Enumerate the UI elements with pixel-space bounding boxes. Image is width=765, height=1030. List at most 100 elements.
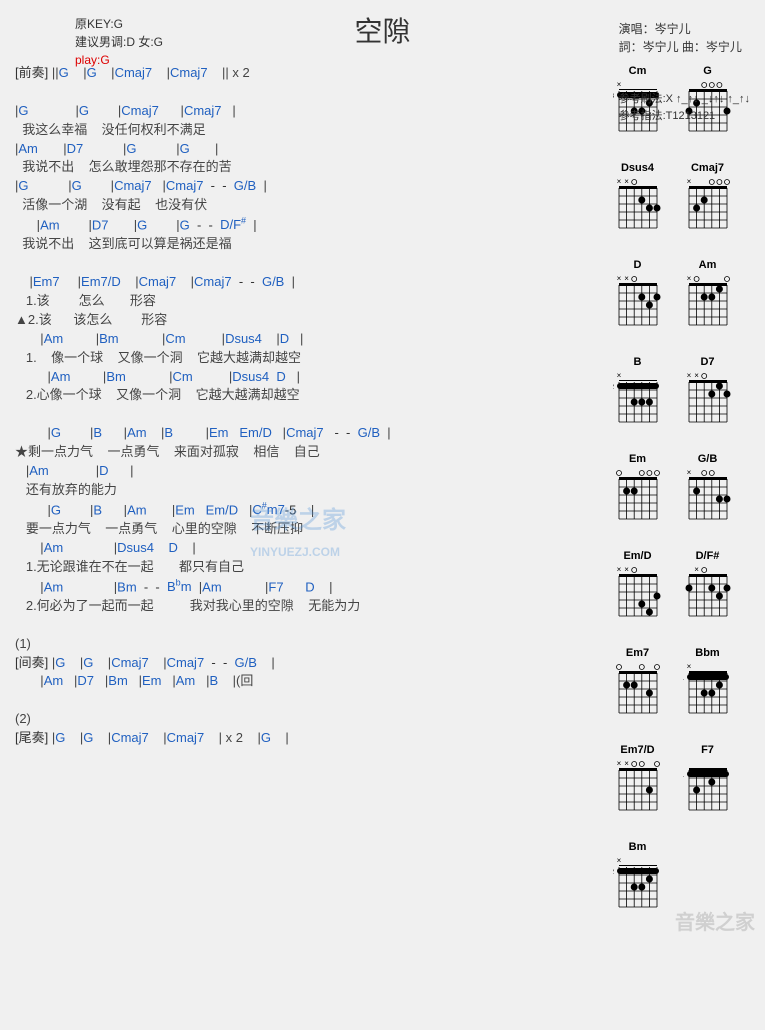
svg-text:×: × <box>624 759 629 768</box>
chord-diagram-name: B <box>610 356 665 368</box>
svg-text:×: × <box>686 371 691 380</box>
chord-diagram-name: F7 <box>680 744 735 756</box>
chord-diagram: B 2× <box>610 356 665 435</box>
chord-diagram: D×× <box>610 259 665 338</box>
chord-line: |G |G |Cmaj7 |Cmaj7 | <box>15 103 605 120</box>
chord-diagram-name: Dsus4 <box>610 162 665 174</box>
finger-pattern: 参考指法:T1213121 <box>619 108 750 125</box>
lyric-line: 我说不出 怎么敢埋怨那不存在的苦 <box>15 159 605 176</box>
svg-text:×: × <box>686 662 691 671</box>
chord-line: |Am |D7 |G |G - - D/F# | <box>15 216 605 234</box>
fretboard-svg: × <box>683 176 733 236</box>
spacer <box>15 692 605 709</box>
fretboard-svg: ×× <box>613 758 663 818</box>
lyric-line: (1) <box>15 636 605 653</box>
lyric-line: 2.何必为了一起而一起 我对我心里的空隙 无能为力 <box>15 598 605 615</box>
svg-text:×: × <box>694 565 699 574</box>
svg-text:3: 3 <box>613 93 614 100</box>
fretboard-svg: ×× <box>613 564 663 624</box>
chord-diagram-name: Em7/D <box>610 744 665 756</box>
tab-area: [前奏] ||G |G |Cmaj7 |Cmaj7 || x 2 |G |G |… <box>15 65 605 930</box>
chord-diagram: Dsus4×× <box>610 162 665 241</box>
chord-line: |Am |Bm |Cm |Dsus4 D | <box>15 369 605 386</box>
chord-line: |G |B |Am |Em Em/D |C#m7-5 | <box>15 501 605 519</box>
lyric-line: 我说不出 这到底可以算是祸还是福 <box>15 236 605 253</box>
svg-text:×: × <box>624 274 629 283</box>
meta-right: 演唱：岑宁儿 詞：岑宁儿 曲：岑宁儿 参考刷法:X ↑_↑↓ _↓↑↓ ↑_↑↓… <box>619 20 750 124</box>
chord-diagram: Am× <box>680 259 735 338</box>
fretboard-svg: × <box>683 467 733 527</box>
fretboard-svg: 2× <box>613 370 663 430</box>
spacer <box>15 255 605 272</box>
chord-diagrams: Cm3×GDsus4××Cmaj7×D××Am×B2×D7××EmG/B×Em/… <box>605 65 750 930</box>
fretboard-svg: 1 <box>683 758 733 818</box>
chord-diagram: Bbm 1× <box>680 647 735 726</box>
lyric-line: 1. 像一个球 又像一个洞 它越大越满却越空 <box>15 350 605 367</box>
content: [前奏] ||G |G |Cmaj7 |Cmaj7 || x 2 |G |G |… <box>15 65 750 930</box>
chord-diagram-name: Bm <box>610 841 665 853</box>
header: 原KEY:G 建议男调:D 女:G play:G 空隙 演唱：岑宁儿 詞：岑宁儿… <box>15 10 750 50</box>
spacer <box>15 617 605 634</box>
chord-diagram-name: Cmaj7 <box>680 162 735 174</box>
play-key: play:G <box>75 51 163 69</box>
lyric-line: ▲2.该 该怎么 形容 <box>15 312 605 329</box>
lyric-line: 1.无论跟谁在不在一起 都只有自己 <box>15 559 605 576</box>
lyric-line: 活像一个湖 没有起 也没有伏 <box>15 197 605 214</box>
chord-diagram-name: D7 <box>680 356 735 368</box>
svg-text:1: 1 <box>683 772 684 779</box>
chord-line: [尾奏] |G |G |Cmaj7 |Cmaj7 | x 2 |G | <box>15 730 605 747</box>
svg-text:×: × <box>616 565 621 574</box>
chord-line: |Em7 |Em7/D |Cmaj7 |Cmaj7 - - G/B | <box>15 274 605 291</box>
lyric-line: 我这么幸福 没任何权利不满足 <box>15 122 605 139</box>
svg-text:2: 2 <box>613 384 614 391</box>
meta-left: 原KEY:G 建议男调:D 女:G play:G <box>75 15 163 69</box>
svg-text:×: × <box>616 371 621 380</box>
chord-diagram: G/B × <box>680 453 735 532</box>
chord-diagram: D/F# × <box>680 550 735 629</box>
chord-diagram: Em7/D ×× <box>610 744 665 823</box>
fretboard-svg <box>613 467 663 527</box>
chord-diagram-name: Em/D <box>610 550 665 562</box>
strum-pattern: 参考刷法:X ↑_↑↓ _↓↑↓ ↑_↑↓ <box>619 91 750 108</box>
fretboard-svg: ×× <box>613 273 663 333</box>
fretboard-svg: 2× <box>613 855 663 915</box>
chord-diagram-name: D/F# <box>680 550 735 562</box>
fretboard-svg: 1× <box>683 661 733 721</box>
chord-diagram-name: Em7 <box>610 647 665 659</box>
lyric-line: 1.该 怎么 形容 <box>15 293 605 310</box>
chord-line: |G |G |Cmaj7 |Cmaj7 - - G/B | <box>15 178 605 195</box>
lyric-line: 还有放弃的能力 <box>15 482 605 499</box>
chord-diagram-name: Bbm <box>680 647 735 659</box>
chord-line: |Am |Dsus4 D | <box>15 540 605 557</box>
lyric-line: 要一点力气 一点勇气 心里的空隙 不断压抑 <box>15 521 605 538</box>
svg-text:×: × <box>616 856 621 865</box>
suggested-key: 建议男调:D 女:G <box>75 33 163 51</box>
fretboard-svg: × <box>683 564 733 624</box>
spacer <box>15 406 605 423</box>
chord-diagram: Em7 <box>610 647 665 726</box>
spacer <box>15 84 605 101</box>
svg-text:×: × <box>624 565 629 574</box>
svg-text:×: × <box>686 468 691 477</box>
original-key: 原KEY:G <box>75 15 163 33</box>
svg-text:1: 1 <box>683 675 684 682</box>
chord-line: |Am |D7 |Bm |Em |Am |B |(回 <box>15 673 605 690</box>
singer: 演唱：岑宁儿 <box>619 20 750 38</box>
svg-text:×: × <box>616 274 621 283</box>
lyric-line: (2) <box>15 711 605 728</box>
svg-text:×: × <box>694 371 699 380</box>
chord-diagram: Bm 2× <box>610 841 665 920</box>
chord-line: |Am |D | <box>15 463 605 480</box>
chord-diagram: D7 ×× <box>680 356 735 435</box>
chord-diagram-name: G/B <box>680 453 735 465</box>
chord-diagram: Em/D ×× <box>610 550 665 629</box>
svg-text:×: × <box>686 177 691 186</box>
chord-sheet: 原KEY:G 建议男调:D 女:G play:G 空隙 演唱：岑宁儿 詞：岑宁儿… <box>0 0 765 940</box>
watermark-corner: 音樂之家 <box>675 906 755 935</box>
chord-line: [间奏] |G |G |Cmaj7 |Cmaj7 - - G/B | <box>15 655 605 672</box>
svg-text:×: × <box>616 759 621 768</box>
svg-text:×: × <box>686 274 691 283</box>
lyric-line: 2.心像一个球 又像一个洞 它越大越满却越空 <box>15 387 605 404</box>
chord-diagram: F7 1 <box>680 744 735 823</box>
fretboard-svg: ×× <box>683 370 733 430</box>
